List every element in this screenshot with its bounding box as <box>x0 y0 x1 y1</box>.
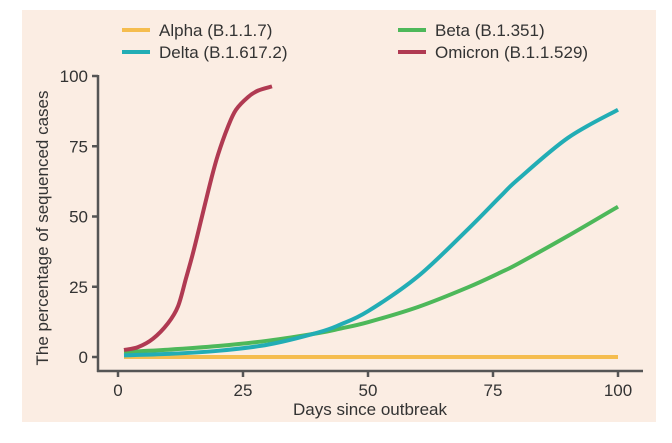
x-tick-label: 100 <box>604 381 632 400</box>
y-tick-label: 100 <box>60 67 88 86</box>
x-axis-title: Days since outbreak <box>293 400 448 419</box>
y-tick-label: 75 <box>69 137 88 156</box>
x-ticks: 0 25 50 75 100 <box>113 371 632 400</box>
axes: 0 25 50 75 100 0 25 50 75 100 Days since outbrea… <box>33 67 643 419</box>
series-line-omicron <box>123 84 273 352</box>
y-tick-label: 25 <box>69 278 88 297</box>
legend-label-beta: Beta (B.1.351) <box>435 21 545 40</box>
y-ticks: 0 25 50 75 100 <box>60 67 98 367</box>
series-line-delta <box>123 107 619 358</box>
x-tick-label: 0 <box>113 381 122 400</box>
x-tick-label: 75 <box>484 381 503 400</box>
y-tick-label: 0 <box>79 348 88 367</box>
y-axis-title: The percentage of sequenced cases <box>33 90 52 365</box>
series-line-beta <box>123 204 620 354</box>
legend: Alpha (B.1.1.7) Beta (B.1.351) Delta (B.1.… <box>122 21 588 62</box>
legend-label-alpha: Alpha (B.1.1.7) <box>159 21 272 40</box>
x-tick-label: 50 <box>359 381 378 400</box>
y-tick-label: 50 <box>69 208 88 227</box>
legend-label-delta: Delta (B.1.617.2) <box>159 43 288 62</box>
series-lines <box>123 84 620 359</box>
legend-label-omicron: Omicron (B.1.1.529) <box>435 43 588 62</box>
x-tick-label: 25 <box>234 381 253 400</box>
